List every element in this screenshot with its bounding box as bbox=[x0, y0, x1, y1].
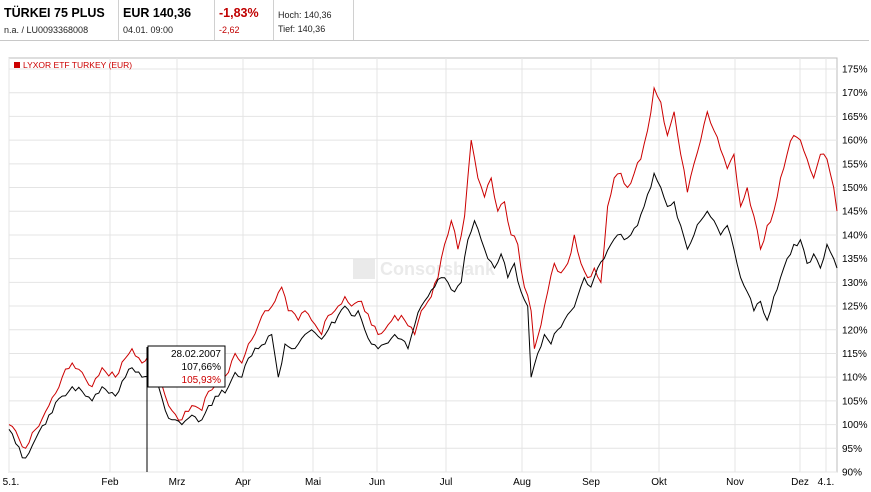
y-tick-label: 135% bbox=[842, 254, 868, 265]
x-tick-label: Mrz bbox=[169, 477, 186, 487]
tooltip-box bbox=[147, 345, 226, 388]
x-tick-label: Nov bbox=[726, 477, 744, 487]
y-tick-label: 175% bbox=[842, 65, 868, 76]
y-tick-label: 125% bbox=[842, 302, 868, 313]
x-tick-label: Dez bbox=[791, 477, 809, 487]
x-axis: 5.1. Feb Mrz Apr Mai Jun Jul Aug Sep Okt Nov Dez 4.1… bbox=[3, 477, 835, 488]
y-tick-label: 110% bbox=[842, 373, 867, 384]
y-tick-label: 160% bbox=[842, 136, 868, 147]
y-tick-label: 140% bbox=[842, 230, 868, 241]
instrument-isin: n.a. / LU0093368008 bbox=[4, 25, 89, 35]
quote-header: TÜRKEI 75 PLUS n.a. / LU0093368008 EUR 1… bbox=[0, 0, 869, 41]
y-tick-label: 145% bbox=[842, 207, 868, 218]
x-tick-label: 4.1. bbox=[818, 477, 835, 487]
legend: LYXOR ETF TURKEY (EUR) bbox=[14, 60, 132, 70]
performance-chart[interactable]: Consorsbank 175% 170% 165% 160% 155% 150% 145%… bbox=[0, 55, 871, 488]
x-tick-label: Feb bbox=[101, 477, 119, 487]
x-tick-label: 5.1. bbox=[3, 477, 20, 487]
y-tick-label: 155% bbox=[842, 159, 868, 170]
y-tick-label: 120% bbox=[842, 325, 868, 336]
x-tick-label: Apr bbox=[235, 477, 251, 487]
chart-svg[interactable]: Consorsbank 175% 170% 165% 160% 155% 150% 145%… bbox=[0, 55, 871, 488]
watermark: Consorsbank bbox=[353, 259, 496, 279]
watermark-logo-icon bbox=[353, 259, 375, 279]
watermark-text: Consorsbank bbox=[380, 259, 496, 279]
y-tick-label: 150% bbox=[842, 183, 868, 194]
y-tick-label: 165% bbox=[842, 112, 868, 123]
y-tick-label: 115% bbox=[842, 349, 867, 360]
y-axis: 175% 170% 165% 160% 155% 150% 145% 140% 135% 130%… bbox=[842, 65, 868, 479]
x-tick-label: Okt bbox=[651, 477, 667, 487]
x-tick-label: Jun bbox=[369, 477, 385, 487]
y-tick-label: 170% bbox=[842, 88, 868, 99]
x-tick-label: Aug bbox=[513, 477, 531, 487]
change-percent: -1,83% bbox=[219, 6, 259, 20]
y-tick-label: 105% bbox=[842, 396, 868, 407]
y-tick-label: 100% bbox=[842, 420, 868, 431]
tooltip-black-value: 107,66% bbox=[182, 362, 222, 373]
tooltip-date: 28.02.2007 bbox=[171, 349, 221, 360]
x-tick-label: Jul bbox=[440, 477, 453, 487]
tooltip-red-value: 105,93% bbox=[182, 375, 222, 386]
change-absolute: -2,62 bbox=[219, 25, 240, 35]
y-tick-label: 90% bbox=[842, 468, 862, 479]
price-value: EUR 140,36 bbox=[123, 6, 192, 20]
day-low: Tief: 140,36 bbox=[278, 24, 326, 34]
legend-swatch-red bbox=[14, 62, 20, 68]
x-tick-label: Mai bbox=[305, 477, 321, 487]
price-datetime: 04.01. 09:00 bbox=[123, 25, 174, 35]
x-tick-label: Sep bbox=[582, 477, 600, 487]
y-tick-label: 95% bbox=[842, 444, 862, 455]
instrument-name: TÜRKEI 75 PLUS bbox=[4, 6, 105, 20]
change-cell: -1,83% -2,62 bbox=[215, 0, 274, 40]
range-cell: Hoch: 140,36 Tief: 140,36 bbox=[274, 0, 354, 40]
instrument-cell: TÜRKEI 75 PLUS n.a. / LU0093368008 bbox=[0, 0, 119, 40]
y-tick-label: 130% bbox=[842, 278, 868, 289]
price-cell: EUR 140,36 04.01. 09:00 bbox=[119, 0, 215, 40]
hover-tooltip: 28.02.2007 107,66% 105,93% bbox=[146, 345, 226, 472]
day-high: Hoch: 140,36 bbox=[278, 10, 332, 20]
legend-label: LYXOR ETF TURKEY (EUR) bbox=[23, 60, 132, 70]
